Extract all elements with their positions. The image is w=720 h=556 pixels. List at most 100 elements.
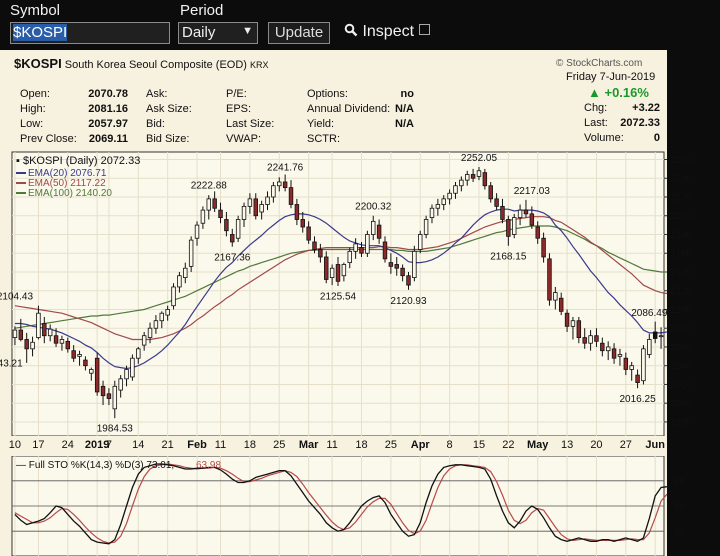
ema20-legend: EMA(20) 2076.71 — [28, 168, 107, 179]
x-tick-label: 27 — [620, 439, 632, 451]
candle-body — [406, 275, 411, 286]
candle-body — [400, 267, 405, 277]
exchange-label: KRX — [250, 60, 269, 70]
candle-body — [300, 219, 305, 228]
y-tick-label: 2120 — [670, 286, 693, 297]
inspect-label: Inspect — [362, 23, 415, 40]
update-button[interactable]: Update — [268, 22, 330, 44]
candle-body — [576, 320, 582, 338]
ticker-title: $KOSPI — [14, 56, 62, 71]
ema50-legend: EMA(50) 2117.22 — [28, 178, 106, 189]
candle-body — [329, 267, 335, 278]
security-name: South Korea Seoul Composite (EOD) — [64, 59, 247, 71]
quote-summary-labels: Chg: Last: Volume: — [584, 101, 624, 146]
candle-body — [324, 256, 329, 280]
inspect-checkbox[interactable] — [419, 24, 431, 35]
candle-body — [594, 335, 599, 342]
candle-body — [341, 264, 347, 277]
bid-label: Bid: — [146, 118, 165, 130]
candle-body — [564, 312, 570, 327]
bid-size-label: Bid Size: — [146, 133, 190, 145]
pe-label: P/E: — [226, 88, 247, 100]
candle-body — [605, 346, 611, 352]
candle-body — [47, 328, 53, 337]
symbol-input-value: $KOSPI — [13, 24, 68, 41]
ema100-legend: EMA(100) 2140.20 — [28, 188, 112, 199]
last-label: Last: — [584, 117, 608, 129]
candle-body — [130, 357, 135, 378]
candle-body — [159, 312, 165, 322]
price-annotation: 2120.93 — [390, 296, 427, 307]
price-annotation: 2252.05 — [461, 153, 498, 164]
symbol-input[interactable]: $KOSPI — [10, 22, 170, 44]
candle-body — [453, 185, 458, 194]
x-tick-label: Jun — [645, 439, 665, 451]
candle-body — [611, 348, 617, 359]
y-tick-label: 2140 — [670, 267, 693, 278]
candle-body — [459, 179, 464, 187]
x-tick-label: 24 — [62, 439, 74, 451]
price-annotation: 2086.49 — [631, 308, 668, 319]
candle-body — [18, 329, 24, 340]
dividend-label: Annual Dividend: — [307, 103, 391, 115]
candle-body — [523, 209, 529, 215]
candle-body — [465, 174, 470, 181]
last-size-label: Last Size: — [226, 118, 275, 130]
sto-d-line — [14, 463, 668, 544]
sto-k-line — [14, 463, 667, 545]
quote-summary-values: +3.22 2072.33 0 — [606, 101, 660, 146]
x-tick-label: 10 — [9, 439, 21, 451]
low-label: Low: — [20, 118, 44, 130]
price-annotation: 2168.15 — [490, 252, 527, 263]
candle-body — [582, 337, 587, 344]
candle-body — [89, 369, 94, 374]
candle-body — [494, 198, 499, 207]
symbol-label: Symbol — [10, 2, 61, 19]
price-annotation: 2125.54 — [320, 292, 357, 303]
high-value: 2081.16 — [88, 103, 128, 115]
candle-body — [371, 220, 376, 235]
quote-fundamentals: P/E: EPS: Last Size: VWAP: — [226, 87, 274, 147]
candle-body — [253, 198, 258, 217]
y-tick-label: 2060 — [670, 342, 693, 353]
quote-ask-bid: Ask: Ask Size: Bid: Bid Size: — [146, 87, 192, 147]
quote-values: 2070.78 2081.16 2057.97 2069.11 — [80, 87, 128, 147]
low-value: 2057.97 — [88, 118, 128, 130]
price-annotation: 2016.25 — [619, 394, 656, 405]
candle-body — [347, 250, 352, 264]
candle-body — [535, 226, 540, 239]
candle-body — [312, 241, 317, 250]
open-value: 2070.78 — [88, 88, 128, 100]
vwap-label: VWAP: — [226, 133, 262, 145]
x-tick-label: 14 — [132, 439, 144, 451]
candle-body — [376, 224, 382, 239]
candle-body — [124, 369, 129, 380]
candle-body — [652, 331, 658, 339]
x-tick-label: 20 — [590, 439, 602, 451]
candle-body — [517, 209, 523, 219]
x-tick-label: Apr — [411, 439, 431, 451]
candle-body — [212, 198, 217, 209]
candle-body — [294, 204, 300, 220]
period-select[interactable]: Daily ▼ — [178, 22, 258, 44]
x-tick-label: 21 — [162, 439, 174, 451]
y-tick-label: 2260 — [670, 155, 693, 166]
candle-body — [629, 365, 634, 370]
candle-body — [136, 348, 141, 359]
period-label: Period — [180, 2, 224, 19]
x-tick-label: 15 — [473, 439, 485, 451]
candle-body — [547, 258, 552, 301]
y-tick-label: 2040 — [670, 361, 693, 372]
price-annotation: 2217.03 — [514, 186, 551, 197]
candle-body — [206, 198, 211, 211]
candle-body — [94, 357, 100, 393]
candle-body — [147, 327, 153, 338]
candle-body — [412, 250, 417, 278]
candle-body — [77, 354, 82, 357]
candle-body — [482, 172, 488, 187]
high-label: High: — [20, 103, 46, 115]
yield-label: Yield: — [307, 118, 335, 130]
inspect-toggle[interactable]: Inspect — [344, 23, 431, 41]
sto-legend: — Full STO %K(14,3) %D(3) 73.01, — [16, 460, 174, 471]
